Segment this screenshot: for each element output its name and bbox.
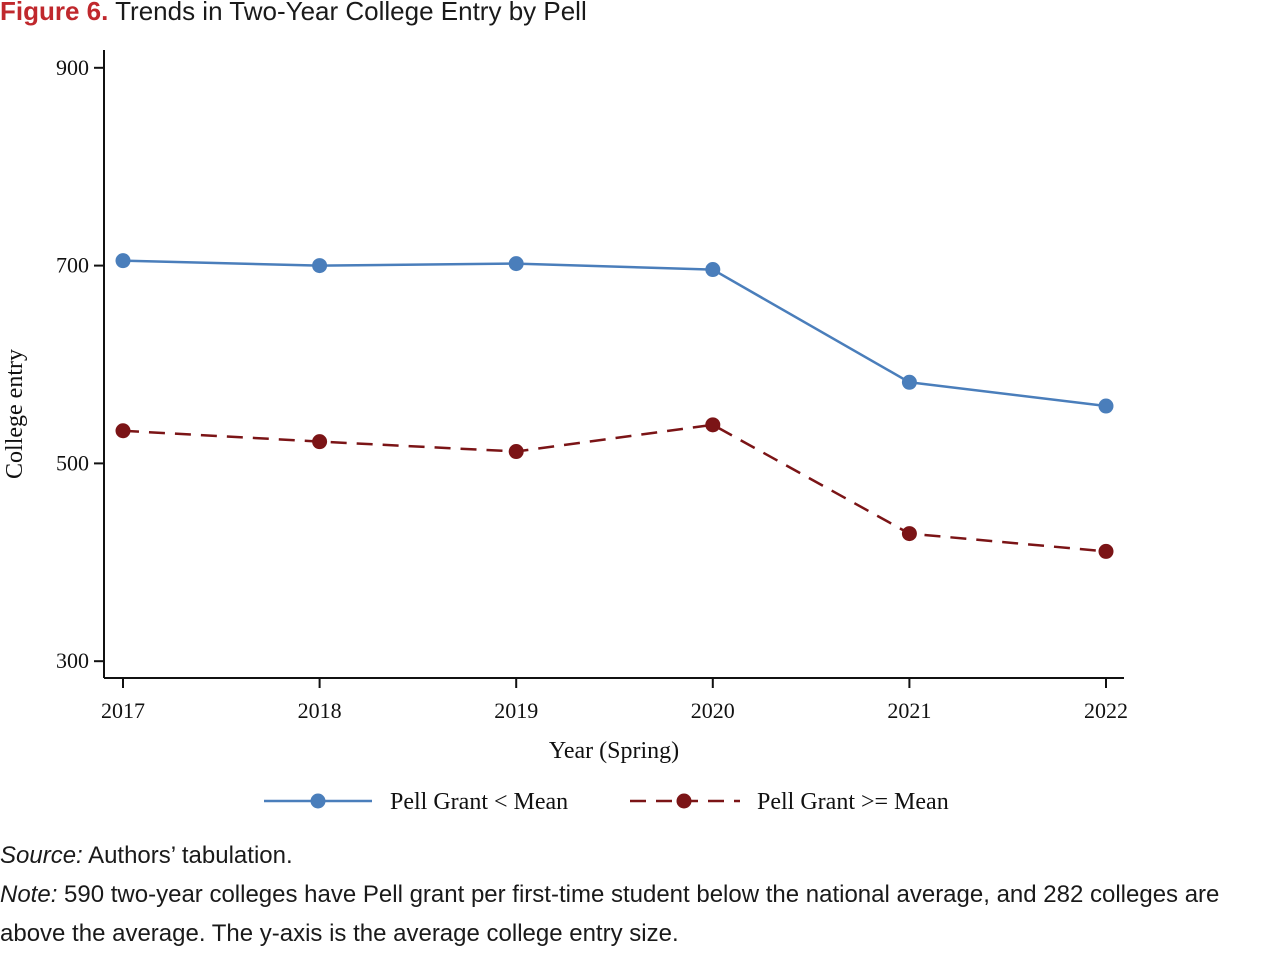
figure-title: Figure 6. Trends in Two-Year College Ent… [0, 0, 587, 27]
x-tick-label: 2022 [1084, 698, 1128, 723]
x-tick-label: 2020 [691, 698, 735, 723]
figure-title-text: Trends in Two-Year College Entry by Pell [115, 0, 587, 26]
series-2-point [312, 434, 328, 450]
series-2-point [1098, 543, 1114, 559]
series-2-point [115, 423, 131, 439]
y-axis-title: College entry [2, 349, 28, 479]
series-2-point [705, 417, 721, 433]
note-label: Note: [0, 881, 58, 908]
x-axis-title: Year (Spring) [549, 738, 679, 764]
note-line: Note: 590 two-year colleges have Pell gr… [0, 875, 1280, 953]
x-tick-label: 2018 [298, 698, 342, 723]
legend-marker-1 [310, 793, 326, 809]
y-tick-label: 300 [56, 648, 89, 673]
chart-axes: 300 500 700 900 2017 2018 2019 2020 2021 2022 Year… [2, 50, 1128, 764]
series-1-point [312, 258, 328, 274]
legend-label-1: Pell Grant < Mean [390, 789, 568, 815]
source-text: Authors’ tabulation. [82, 842, 293, 869]
y-tick-label: 900 [56, 55, 89, 80]
legend-marker-2 [676, 793, 692, 809]
legend-label-2: Pell Grant >= Mean [757, 789, 949, 815]
y-tick-label: 700 [56, 253, 89, 278]
line-chart: 300 500 700 900 2017 2018 2019 2020 2021 2022 Year… [2, 50, 1128, 815]
series-2-point [508, 444, 524, 460]
figure-label: Figure 6. [0, 0, 109, 26]
figure-notes: Source: Authors’ tabulation. Note: 590 t… [0, 836, 1280, 953]
series-1-point [115, 253, 131, 269]
series-1-point [1098, 398, 1114, 414]
series-1-point [901, 374, 917, 390]
x-tick-label: 2021 [887, 698, 931, 723]
note-text: 590 two-year colleges have Pell grant pe… [0, 881, 1220, 947]
series-2-point [901, 526, 917, 542]
series-line-1 [122, 259, 1107, 408]
y-tick-label: 500 [56, 450, 89, 475]
x-tick-label: 2017 [101, 698, 145, 723]
x-tick-label: 2019 [494, 698, 538, 723]
series-1-point [705, 262, 721, 278]
source-line: Source: Authors’ tabulation. [0, 836, 1280, 875]
chart-legend: Pell Grant < Mean Pell Grant >= Mean [264, 789, 949, 815]
series-1-point [508, 256, 524, 272]
series-line-2 [122, 423, 1107, 553]
source-label: Source: [0, 842, 83, 869]
chart-series [115, 253, 1114, 559]
